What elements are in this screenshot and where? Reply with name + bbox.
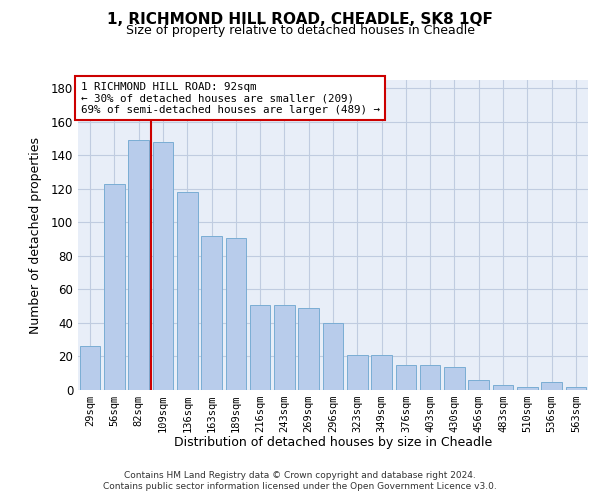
- Text: Size of property relative to detached houses in Cheadle: Size of property relative to detached ho…: [125, 24, 475, 37]
- Bar: [517, 386, 538, 390]
- Text: 1, RICHMOND HILL ROAD, CHEADLE, SK8 1QF: 1, RICHMOND HILL ROAD, CHEADLE, SK8 1QF: [107, 12, 493, 28]
- Bar: [395, 365, 416, 390]
- Bar: [104, 184, 125, 390]
- Bar: [371, 355, 392, 390]
- Y-axis label: Number of detached properties: Number of detached properties: [29, 136, 43, 334]
- Bar: [566, 386, 586, 390]
- Bar: [493, 385, 514, 390]
- Text: Contains public sector information licensed under the Open Government Licence v3: Contains public sector information licen…: [103, 482, 497, 491]
- Bar: [274, 304, 295, 390]
- Bar: [250, 304, 271, 390]
- Bar: [347, 355, 368, 390]
- Bar: [177, 192, 197, 390]
- Text: Distribution of detached houses by size in Cheadle: Distribution of detached houses by size …: [174, 436, 492, 449]
- Bar: [128, 140, 149, 390]
- Bar: [420, 365, 440, 390]
- Text: Contains HM Land Registry data © Crown copyright and database right 2024.: Contains HM Land Registry data © Crown c…: [124, 471, 476, 480]
- Bar: [469, 380, 489, 390]
- Bar: [323, 323, 343, 390]
- Bar: [201, 236, 222, 390]
- Bar: [444, 366, 465, 390]
- Bar: [298, 308, 319, 390]
- Bar: [80, 346, 100, 390]
- Text: 1 RICHMOND HILL ROAD: 92sqm
← 30% of detached houses are smaller (209)
69% of se: 1 RICHMOND HILL ROAD: 92sqm ← 30% of det…: [80, 82, 380, 115]
- Bar: [226, 238, 246, 390]
- Bar: [541, 382, 562, 390]
- Bar: [152, 142, 173, 390]
